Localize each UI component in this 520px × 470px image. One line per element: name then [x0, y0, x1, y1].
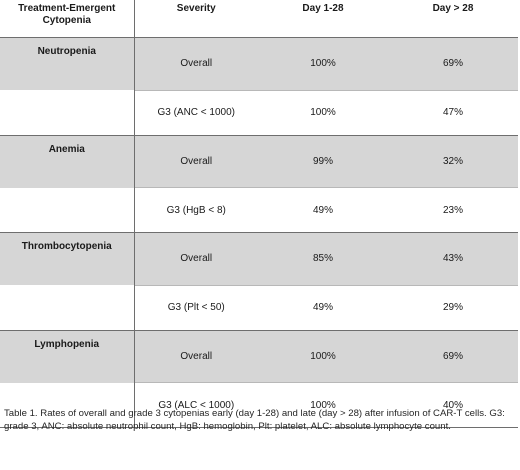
- table-row: Lymphopenia Overall 100% 69%: [0, 329, 518, 383]
- header-row: Treatment-Emergent Cytopenia Severity Da…: [0, 0, 518, 38]
- condition-name: Neutropenia: [0, 37, 135, 90]
- condition-blank: [0, 90, 135, 135]
- condition-blank: [0, 382, 135, 428]
- severity-cell: Overall: [134, 329, 258, 383]
- early-cell: 100%: [258, 329, 388, 383]
- severity-cell: Overall: [134, 37, 258, 90]
- late-cell: 32%: [388, 134, 518, 188]
- condition-blank: [0, 285, 135, 330]
- late-cell: 47%: [388, 89, 518, 135]
- severity-cell: Overall: [134, 232, 258, 285]
- early-cell: 49%: [258, 284, 388, 330]
- early-cell: 49%: [258, 187, 388, 233]
- header-severity: Severity: [134, 0, 258, 38]
- table-row: Thrombocytopenia Overall 85% 43%: [0, 232, 518, 285]
- early-cell: 100%: [258, 89, 388, 135]
- late-cell: 69%: [388, 37, 518, 90]
- table-row: Neutropenia Overall 100% 69%: [0, 37, 518, 90]
- table-caption: Table 1. Rates of overall and grade 3 cy…: [4, 408, 505, 432]
- severity-cell: G3 (HgB < 8): [134, 187, 258, 233]
- early-cell: 99%: [258, 134, 388, 188]
- early-cell: 85%: [258, 232, 388, 285]
- late-cell: 69%: [388, 329, 518, 383]
- late-cell: 29%: [388, 284, 518, 330]
- early-cell: 100%: [258, 382, 388, 428]
- table-row: G3 (HgB < 8) 49% 23%: [0, 187, 518, 233]
- cytopenia-table: Treatment-Emergent Cytopenia Severity Da…: [0, 0, 518, 428]
- condition-name: Thrombocytopenia: [0, 232, 135, 285]
- condition-name: Lymphopenia: [0, 329, 135, 383]
- table-container: Treatment-Emergent Cytopenia Severity Da…: [0, 0, 518, 428]
- severity-cell: G3 (ALC < 1000): [134, 382, 258, 428]
- header-late: Day > 28: [388, 0, 518, 38]
- late-cell: 43%: [388, 232, 518, 285]
- table-row: G3 (ALC < 1000) 100% 40%: [0, 382, 518, 428]
- table-row: G3 (Plt < 50) 49% 29%: [0, 284, 518, 330]
- condition-name: Anemia: [0, 134, 135, 188]
- severity-cell: G3 (ANC < 1000): [134, 89, 258, 135]
- late-cell: 40%: [388, 382, 518, 428]
- header-condition: Treatment-Emergent Cytopenia: [0, 0, 135, 38]
- table-row: G3 (ANC < 1000) 100% 47%: [0, 89, 518, 135]
- table-row: Anemia Overall 99% 32%: [0, 134, 518, 188]
- early-cell: 100%: [258, 37, 388, 90]
- late-cell: 23%: [388, 187, 518, 233]
- condition-blank: [0, 187, 135, 233]
- header-early: Day 1-28: [258, 0, 388, 38]
- severity-cell: G3 (Plt < 50): [134, 284, 258, 330]
- severity-cell: Overall: [134, 134, 258, 188]
